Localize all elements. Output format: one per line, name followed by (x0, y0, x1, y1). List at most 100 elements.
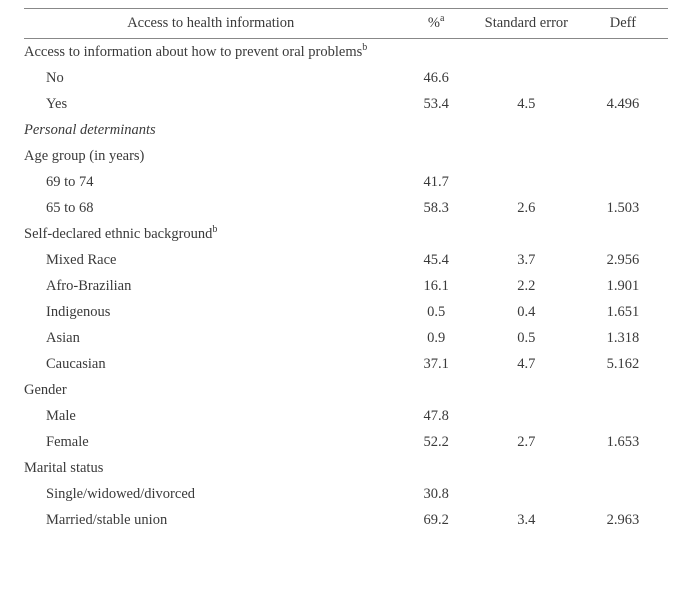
row-se (475, 403, 578, 429)
row-se (475, 221, 578, 247)
table-row: Female52.22.71.653 (24, 429, 668, 455)
row-label-sup: b (362, 42, 367, 53)
row-pct: 0.9 (398, 325, 475, 351)
table-row: Married/stable union69.23.42.963 (24, 507, 668, 533)
row-se (475, 117, 578, 143)
table-row: Afro-Brazilian16.12.21.901 (24, 273, 668, 299)
row-label: No (24, 65, 398, 91)
row-label: Age group (in years) (24, 143, 398, 169)
table-row: Yes53.44.54.496 (24, 91, 668, 117)
row-se (475, 455, 578, 481)
table-row: Mixed Race45.43.72.956 (24, 247, 668, 273)
table-row: Marital status (24, 455, 668, 481)
row-label: Gender (24, 377, 398, 403)
row-se: 2.2 (475, 273, 578, 299)
table-row: Caucasian37.14.75.162 (24, 351, 668, 377)
row-deff (578, 169, 668, 195)
row-label: Female (24, 429, 398, 455)
row-pct: 58.3 (398, 195, 475, 221)
row-se: 3.4 (475, 507, 578, 533)
row-pct: 47.8 (398, 403, 475, 429)
row-se (475, 481, 578, 507)
table-row: Gender (24, 377, 668, 403)
row-pct: 37.1 (398, 351, 475, 377)
table-row: Indigenous0.50.41.651 (24, 299, 668, 325)
row-deff: 1.503 (578, 195, 668, 221)
row-se: 4.5 (475, 91, 578, 117)
row-deff: 1.318 (578, 325, 668, 351)
table-row: 69 to 7441.7 (24, 169, 668, 195)
table-row: Self-declared ethnic backgroundb (24, 221, 668, 247)
row-pct: 69.2 (398, 507, 475, 533)
row-deff: 1.651 (578, 299, 668, 325)
row-deff (578, 403, 668, 429)
table-row: Asian0.90.51.318 (24, 325, 668, 351)
row-se: 0.4 (475, 299, 578, 325)
row-label: Access to information about how to preve… (24, 39, 398, 66)
table-row: Personal determinants (24, 117, 668, 143)
row-label-text: Access to information about how to preve… (24, 44, 362, 60)
row-pct: 30.8 (398, 481, 475, 507)
row-deff (578, 481, 668, 507)
row-label: Afro-Brazilian (24, 273, 398, 299)
table-row: No46.6 (24, 65, 668, 91)
row-label: Married/stable union (24, 507, 398, 533)
row-deff: 2.956 (578, 247, 668, 273)
row-deff (578, 143, 668, 169)
table-row: Single/widowed/divorced30.8 (24, 481, 668, 507)
row-label: Self-declared ethnic backgroundb (24, 221, 398, 247)
row-pct: 53.4 (398, 91, 475, 117)
col-header-label: Access to health information (24, 9, 398, 39)
row-pct: 46.6 (398, 65, 475, 91)
table-row: Access to information about how to preve… (24, 39, 668, 66)
row-label-text: Self-declared ethnic background (24, 226, 212, 242)
row-pct (398, 455, 475, 481)
row-se: 4.7 (475, 351, 578, 377)
row-se: 2.7 (475, 429, 578, 455)
row-deff: 5.162 (578, 351, 668, 377)
row-label: Caucasian (24, 351, 398, 377)
row-label: Yes (24, 91, 398, 117)
row-pct: 41.7 (398, 169, 475, 195)
row-deff (578, 377, 668, 403)
row-pct (398, 377, 475, 403)
row-se (475, 169, 578, 195)
row-label: Single/widowed/divorced (24, 481, 398, 507)
row-se (475, 377, 578, 403)
col-header-se: Standard error (475, 9, 578, 39)
col-header-pct-sup: a (440, 13, 444, 24)
row-label-sup: b (212, 224, 217, 235)
row-deff: 2.963 (578, 507, 668, 533)
row-label: 65 to 68 (24, 195, 398, 221)
row-deff (578, 117, 668, 143)
row-se: 0.5 (475, 325, 578, 351)
col-header-deff: Deff (578, 9, 668, 39)
row-pct: 52.2 (398, 429, 475, 455)
table-row: Male47.8 (24, 403, 668, 429)
row-pct (398, 39, 475, 66)
data-table: Access to health information %a Standard… (24, 8, 668, 533)
row-deff: 1.653 (578, 429, 668, 455)
col-header-pct: %a (398, 9, 475, 39)
row-deff (578, 65, 668, 91)
row-deff (578, 39, 668, 66)
row-deff: 1.901 (578, 273, 668, 299)
table-header-row: Access to health information %a Standard… (24, 9, 668, 39)
row-se: 2.6 (475, 195, 578, 221)
row-se (475, 143, 578, 169)
row-deff (578, 221, 668, 247)
row-pct (398, 221, 475, 247)
row-label: Indigenous (24, 299, 398, 325)
table-body: Access to information about how to preve… (24, 39, 668, 534)
row-deff (578, 455, 668, 481)
col-header-pct-text: % (428, 15, 440, 31)
row-label: Asian (24, 325, 398, 351)
row-label: Mixed Race (24, 247, 398, 273)
row-pct (398, 117, 475, 143)
row-pct (398, 143, 475, 169)
row-label: Personal determinants (24, 117, 398, 143)
row-label: Marital status (24, 455, 398, 481)
row-se: 3.7 (475, 247, 578, 273)
table-row: Age group (in years) (24, 143, 668, 169)
row-pct: 45.4 (398, 247, 475, 273)
